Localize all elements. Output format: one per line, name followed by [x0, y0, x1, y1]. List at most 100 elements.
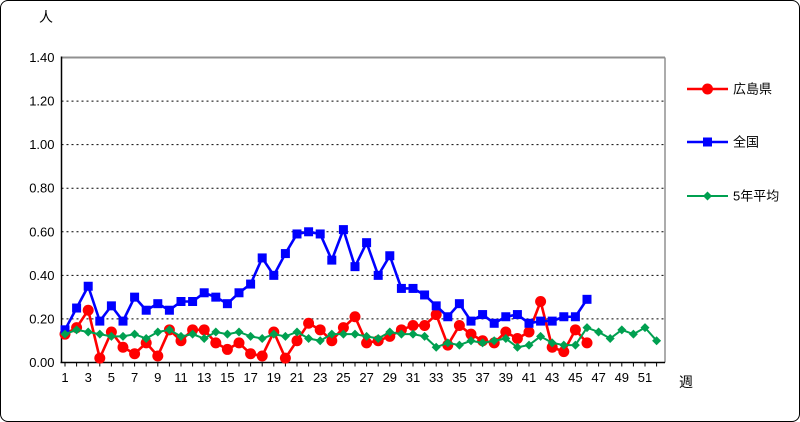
- data-point-square: [292, 229, 302, 239]
- data-point-diamond: [524, 340, 534, 350]
- data-point-diamond: [153, 327, 163, 337]
- y-tick-label: 0.20: [29, 311, 54, 326]
- data-point-square: [454, 299, 464, 309]
- x-tick-label: 21: [290, 370, 304, 385]
- data-point-circle: [465, 328, 477, 340]
- series-line-hiroshima: [64, 300, 588, 360]
- x-tick-label: 9: [154, 370, 161, 385]
- data-point-diamond: [582, 323, 592, 333]
- data-point-diamond: [118, 331, 128, 341]
- legend-item-hiroshima: 広島県: [687, 82, 772, 97]
- data-point-square: [280, 249, 290, 259]
- data-point-diamond: [141, 334, 151, 344]
- data-point-diamond: [362, 331, 372, 341]
- data-point-circle: [326, 335, 338, 347]
- x-axis-tick-labels: 1 3 5 7 9 11 13 15 17 19 21 23 25 27 29 31 33 35 37 39 41 43 4…: [61, 370, 652, 385]
- series-gonen-heikin: [60, 323, 662, 352]
- data-point-square: [350, 262, 360, 272]
- x-tick-label: 25: [336, 370, 350, 385]
- data-point-diamond: [396, 329, 406, 339]
- data-point-diamond: [338, 329, 348, 339]
- data-point-square: [338, 225, 348, 235]
- data-point-diamond: [443, 338, 453, 348]
- data-point-diamond: [95, 329, 105, 339]
- data-point-square: [385, 251, 395, 261]
- x-tick-label: 29: [383, 370, 397, 385]
- data-point-diamond: [327, 329, 337, 339]
- x-tick-label: 43: [545, 370, 559, 385]
- x-tick-label: 3: [85, 370, 92, 385]
- data-point-diamond: [199, 334, 209, 344]
- data-point-circle: [117, 341, 129, 353]
- data-point-square: [211, 292, 221, 302]
- data-point-diamond: [385, 327, 395, 337]
- data-point-diamond: [350, 329, 360, 339]
- y-tick-label: 0.40: [29, 268, 54, 283]
- data-point-diamond: [478, 338, 488, 348]
- data-point-diamond: [304, 334, 314, 344]
- data-point-diamond: [431, 342, 441, 352]
- data-point-square: [164, 305, 174, 315]
- x-tick-label: 45: [568, 370, 582, 385]
- data-point-square: [582, 294, 592, 304]
- x-tick-label: 51: [638, 370, 652, 385]
- x-tick-label: 39: [499, 370, 513, 385]
- legend-item-zenkoku: 全国: [687, 135, 759, 150]
- data-point-diamond: [60, 329, 70, 339]
- data-point-circle: [279, 352, 291, 364]
- data-point-square: [431, 301, 441, 311]
- data-point-diamond: [628, 329, 638, 339]
- data-point-square: [72, 303, 82, 313]
- data-point-square: [222, 299, 232, 309]
- data-point-square: [188, 297, 198, 306]
- data-point-circle: [361, 337, 373, 349]
- data-point-circle: [94, 352, 106, 364]
- data-point-square: [536, 316, 546, 326]
- data-point-circle: [535, 296, 547, 307]
- data-point-square: [118, 316, 128, 326]
- data-point-square: [547, 316, 557, 326]
- data-point-circle: [337, 322, 349, 334]
- series-line-zenkoku: [63, 228, 589, 331]
- data-point-diamond: [373, 334, 383, 344]
- data-point-square: [570, 312, 580, 322]
- data-point-square: [176, 297, 186, 306]
- data-point-circle: [407, 319, 419, 331]
- legend-diamond-marker-icon: [703, 191, 712, 201]
- data-point-diamond: [489, 336, 499, 346]
- data-point-square: [315, 229, 325, 239]
- data-point-diamond: [164, 325, 174, 335]
- data-point-diamond: [559, 340, 569, 350]
- x-tick-label: 11: [174, 370, 188, 385]
- data-point-diamond: [211, 327, 221, 337]
- data-point-square: [130, 292, 140, 302]
- data-point-diamond: [536, 331, 546, 341]
- data-point-diamond: [512, 342, 522, 352]
- data-point-square: [362, 238, 372, 248]
- y-axis-tick-labels: 0.00 0.20 0.40 0.60 0.80 1.00 1.20 1.40: [29, 50, 54, 370]
- data-point-diamond: [408, 329, 418, 339]
- data-point-square: [234, 288, 244, 298]
- data-point-circle: [82, 304, 94, 316]
- x-tick-label: 23: [313, 370, 327, 385]
- data-point-circle: [523, 326, 535, 338]
- data-point-square: [420, 290, 430, 300]
- data-point-diamond: [280, 331, 290, 341]
- data-point-square: [501, 312, 511, 322]
- data-point-circle: [314, 324, 326, 336]
- data-point-square: [269, 270, 279, 280]
- series-zenkoku: [60, 225, 592, 335]
- data-point-diamond: [547, 338, 557, 348]
- data-point-diamond: [130, 329, 140, 339]
- data-point-circle: [419, 319, 431, 331]
- data-point-diamond: [570, 340, 580, 350]
- data-point-square: [141, 305, 151, 315]
- data-point-diamond: [454, 340, 464, 350]
- data-point-circle: [558, 346, 570, 358]
- data-point-diamond: [420, 331, 430, 341]
- y-tick-label: 0.00: [29, 355, 54, 370]
- x-axis-unit-label: 週: [679, 374, 693, 390]
